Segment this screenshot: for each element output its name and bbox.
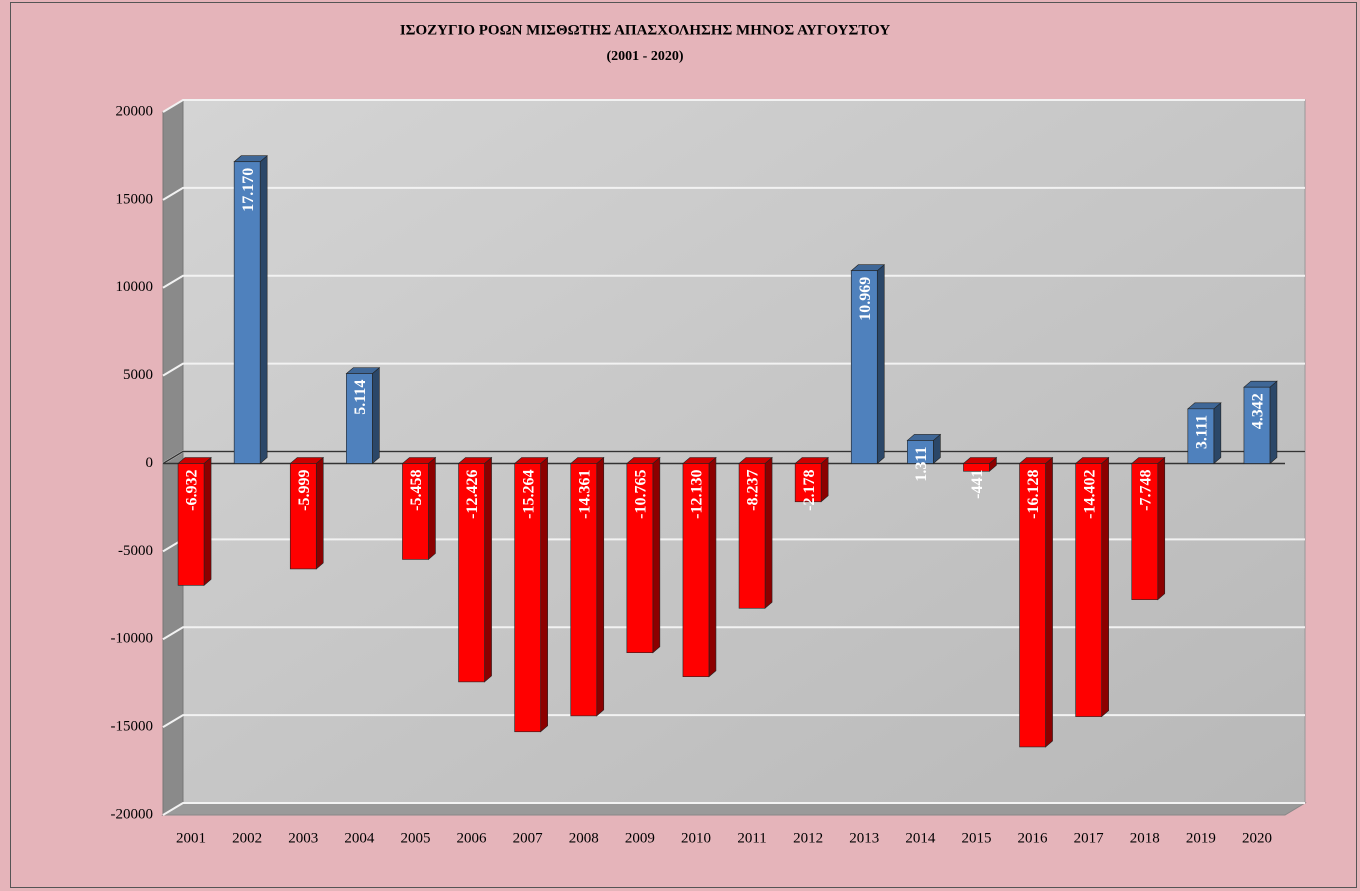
value-label: -14.361 <box>576 470 593 519</box>
x-tick-label: 2011 <box>737 830 766 846</box>
bar <box>850 270 878 464</box>
bar <box>1131 463 1159 600</box>
y-tick-label: 0 <box>146 455 154 471</box>
bar <box>402 463 429 560</box>
bar-side <box>203 456 212 586</box>
x-tick-label: 2003 <box>288 830 318 846</box>
grid-line <box>162 186 1305 201</box>
bar-side <box>540 456 548 733</box>
x-tick-label: 2001 <box>176 830 206 846</box>
bar <box>1019 463 1046 748</box>
grid-line <box>162 99 1305 113</box>
y-tick-label: -5000 <box>118 543 153 559</box>
value-label: -2.178 <box>801 470 818 511</box>
bar <box>346 373 373 464</box>
value-label: 17.170 <box>240 168 257 212</box>
bar <box>289 463 317 570</box>
bar <box>1187 408 1215 464</box>
floor <box>161 802 1307 816</box>
value-label: -6.932 <box>184 470 201 511</box>
x-tick-label: 2004 <box>344 830 375 846</box>
bar-side <box>596 456 605 717</box>
value-label: -8.237 <box>745 470 762 511</box>
grid-line <box>162 626 1305 641</box>
bar-side <box>428 456 436 561</box>
x-tick-label: 2015 <box>961 830 991 846</box>
value-label: -12.130 <box>689 470 706 519</box>
y-tick-label: 15000 <box>116 191 154 207</box>
frame <box>10 2 1357 888</box>
grid-line <box>162 362 1305 377</box>
chart-title: ΙΣΟΖΥΓΙΟ ΡΟΩΝ ΜΙΣΘΩΤΗΣ ΑΠΑΣΧΟΛΗΣΗΣ ΜΗΝΟΣ… <box>400 22 891 38</box>
y-tick-label: -20000 <box>111 806 154 822</box>
bar <box>794 463 822 503</box>
bar-side <box>1213 402 1222 465</box>
value-label: -16.128 <box>1025 470 1042 519</box>
value-label: -7.748 <box>1137 470 1154 511</box>
bar-side <box>1101 456 1109 718</box>
bar <box>626 463 654 653</box>
bar-side <box>484 456 492 683</box>
bar <box>963 463 990 472</box>
x-tick-label: 2005 <box>400 830 430 846</box>
value-label: -14.402 <box>1081 470 1098 519</box>
value-label: -15.264 <box>520 470 537 519</box>
chart-subtitle: (2001 - 2020) <box>607 49 684 64</box>
value-label: -441 <box>969 470 986 499</box>
bar-side <box>1157 456 1166 601</box>
bar-side <box>1045 456 1053 748</box>
x-tick-label: 2009 <box>625 830 655 846</box>
bar-side <box>652 456 661 654</box>
y-tick-label: 20000 <box>116 103 154 119</box>
x-tick-label: 2008 <box>569 830 599 846</box>
bar <box>1075 463 1102 717</box>
bar <box>682 463 710 677</box>
bar <box>570 463 598 717</box>
bar-side <box>315 456 324 570</box>
x-tick-label: 2017 <box>1074 830 1105 846</box>
grid-line <box>162 714 1305 728</box>
value-label: -12.426 <box>464 470 481 519</box>
x-tick-label: 2010 <box>681 830 711 846</box>
x-tick-label: 2020 <box>1242 830 1272 846</box>
value-label: -10.765 <box>633 470 650 519</box>
bar <box>907 440 934 464</box>
value-label: 1.311 <box>913 446 930 481</box>
bar-side <box>259 155 268 465</box>
bar-side <box>764 456 773 609</box>
bar <box>1243 386 1271 464</box>
x-tick-label: 2007 <box>513 830 544 846</box>
bar <box>458 463 485 683</box>
value-label: 3.111 <box>1194 415 1211 449</box>
value-label: 5.114 <box>352 380 369 415</box>
bar <box>514 463 541 733</box>
value-label: 10.969 <box>857 277 874 321</box>
y-tick-label: -15000 <box>111 719 154 735</box>
bar-side <box>1269 380 1278 465</box>
x-tick-label: 2016 <box>1018 830 1049 846</box>
bar-side <box>876 264 885 465</box>
y-tick-label: 10000 <box>116 279 154 295</box>
value-label: -5.458 <box>408 470 425 511</box>
value-label: 4.342 <box>1250 393 1267 429</box>
bar <box>177 463 205 586</box>
x-tick-label: 2019 <box>1186 830 1216 846</box>
bar-side <box>708 456 717 678</box>
grid-line <box>162 802 1305 816</box>
x-tick-label: 2014 <box>905 830 936 846</box>
bar-side <box>820 456 829 503</box>
y-tick-label: -10000 <box>111 631 154 647</box>
bar <box>738 463 766 609</box>
value-label: -5.999 <box>296 470 313 511</box>
bar-side <box>372 366 380 465</box>
x-tick-label: 2013 <box>849 830 879 846</box>
x-tick-label: 2006 <box>457 830 488 846</box>
x-tick-label: 2018 <box>1130 830 1160 846</box>
bar <box>233 161 261 464</box>
x-tick-label: 2002 <box>232 830 262 846</box>
grid-line <box>162 274 1305 289</box>
y-tick-label: 5000 <box>123 367 153 383</box>
x-tick-label: 2012 <box>793 830 823 846</box>
